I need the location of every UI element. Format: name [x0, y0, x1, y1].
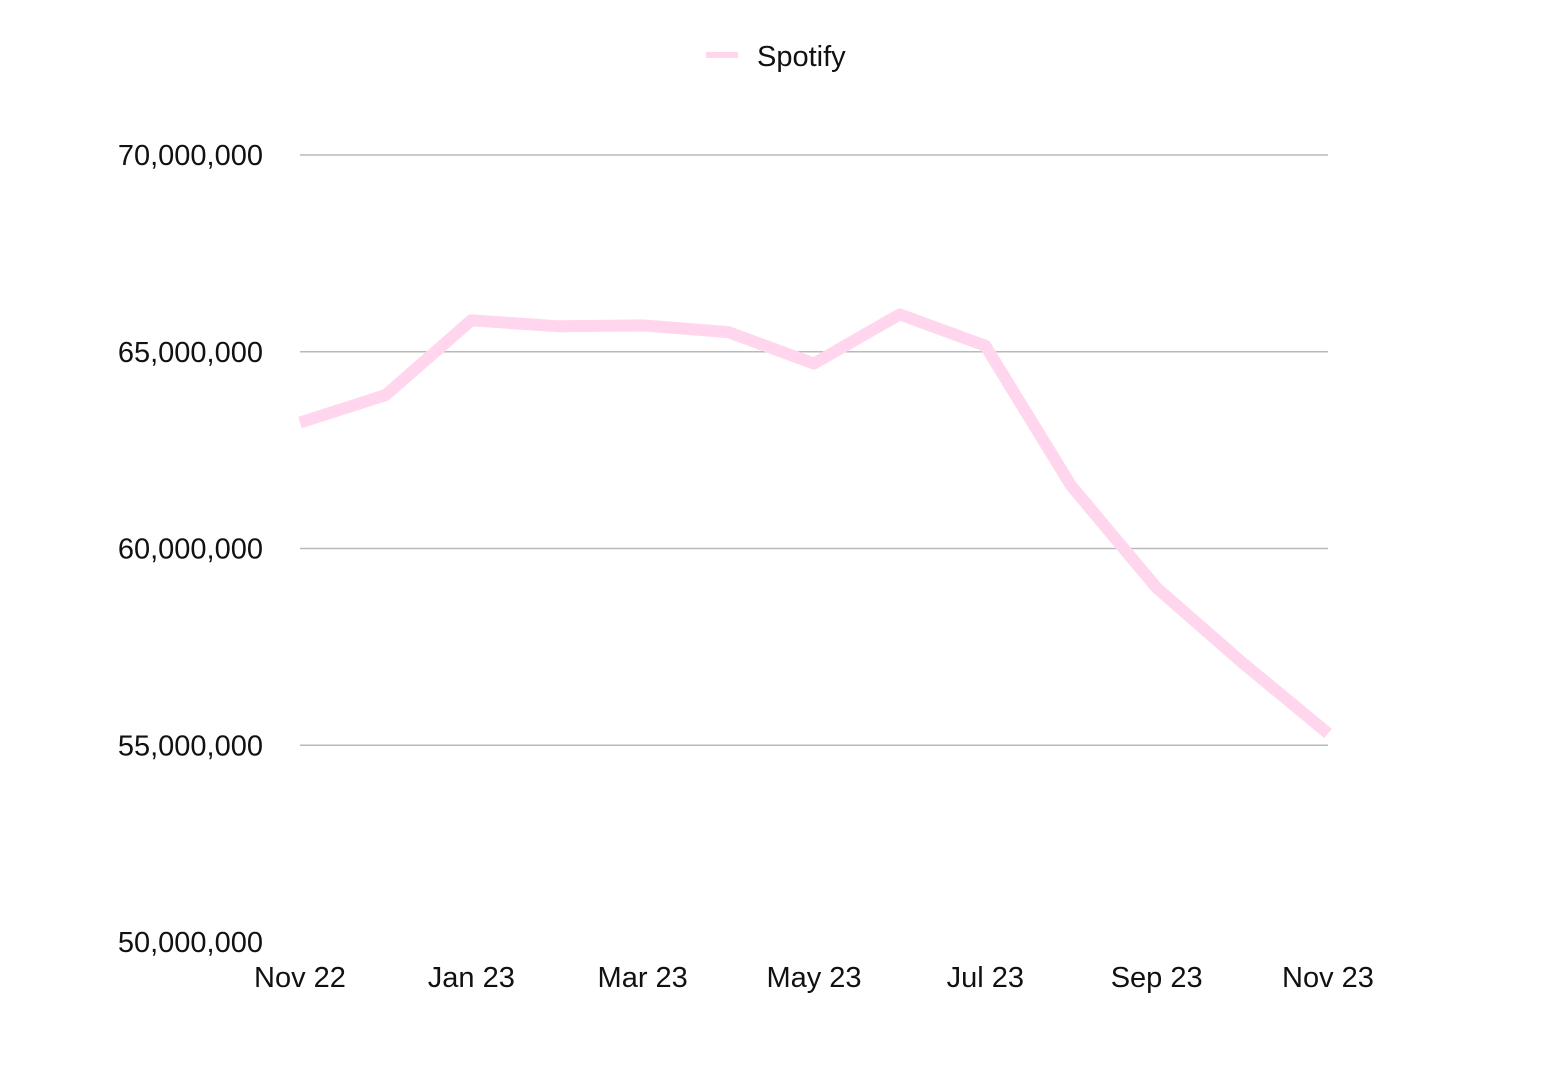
series-group [298, 308, 1332, 739]
legend-label-spotify: Spotify [757, 41, 846, 73]
legend: Spotify [706, 41, 846, 73]
x-tick-label: Jan 23 [428, 962, 515, 994]
y-tick-label: 65,000,000 [118, 337, 263, 369]
gridlines [300, 154, 1328, 746]
x-tick-label: Nov 23 [1282, 962, 1374, 994]
x-tick-label: Sep 23 [1111, 962, 1203, 994]
x-tick-label: Nov 22 [254, 962, 346, 994]
x-tick-label: Mar 23 [598, 962, 688, 994]
y-tick-label: 55,000,000 [118, 730, 263, 762]
y-tick-label: 70,000,000 [118, 140, 263, 172]
series-line-spotify [298, 308, 1332, 739]
y-axis-tick-labels: 50,000,000 55,000,000 60,000,000 65,000,000… [118, 140, 263, 959]
y-tick-label: 60,000,000 [118, 534, 263, 566]
x-axis-tick-labels: Nov 22 Jan 23 Mar 23 May 23 Jul 23 Sep 23 Nov … [254, 962, 1374, 994]
x-tick-label: Jul 23 [947, 962, 1024, 994]
y-tick-label: 50,000,000 [118, 927, 263, 959]
x-tick-label: May 23 [766, 962, 861, 994]
